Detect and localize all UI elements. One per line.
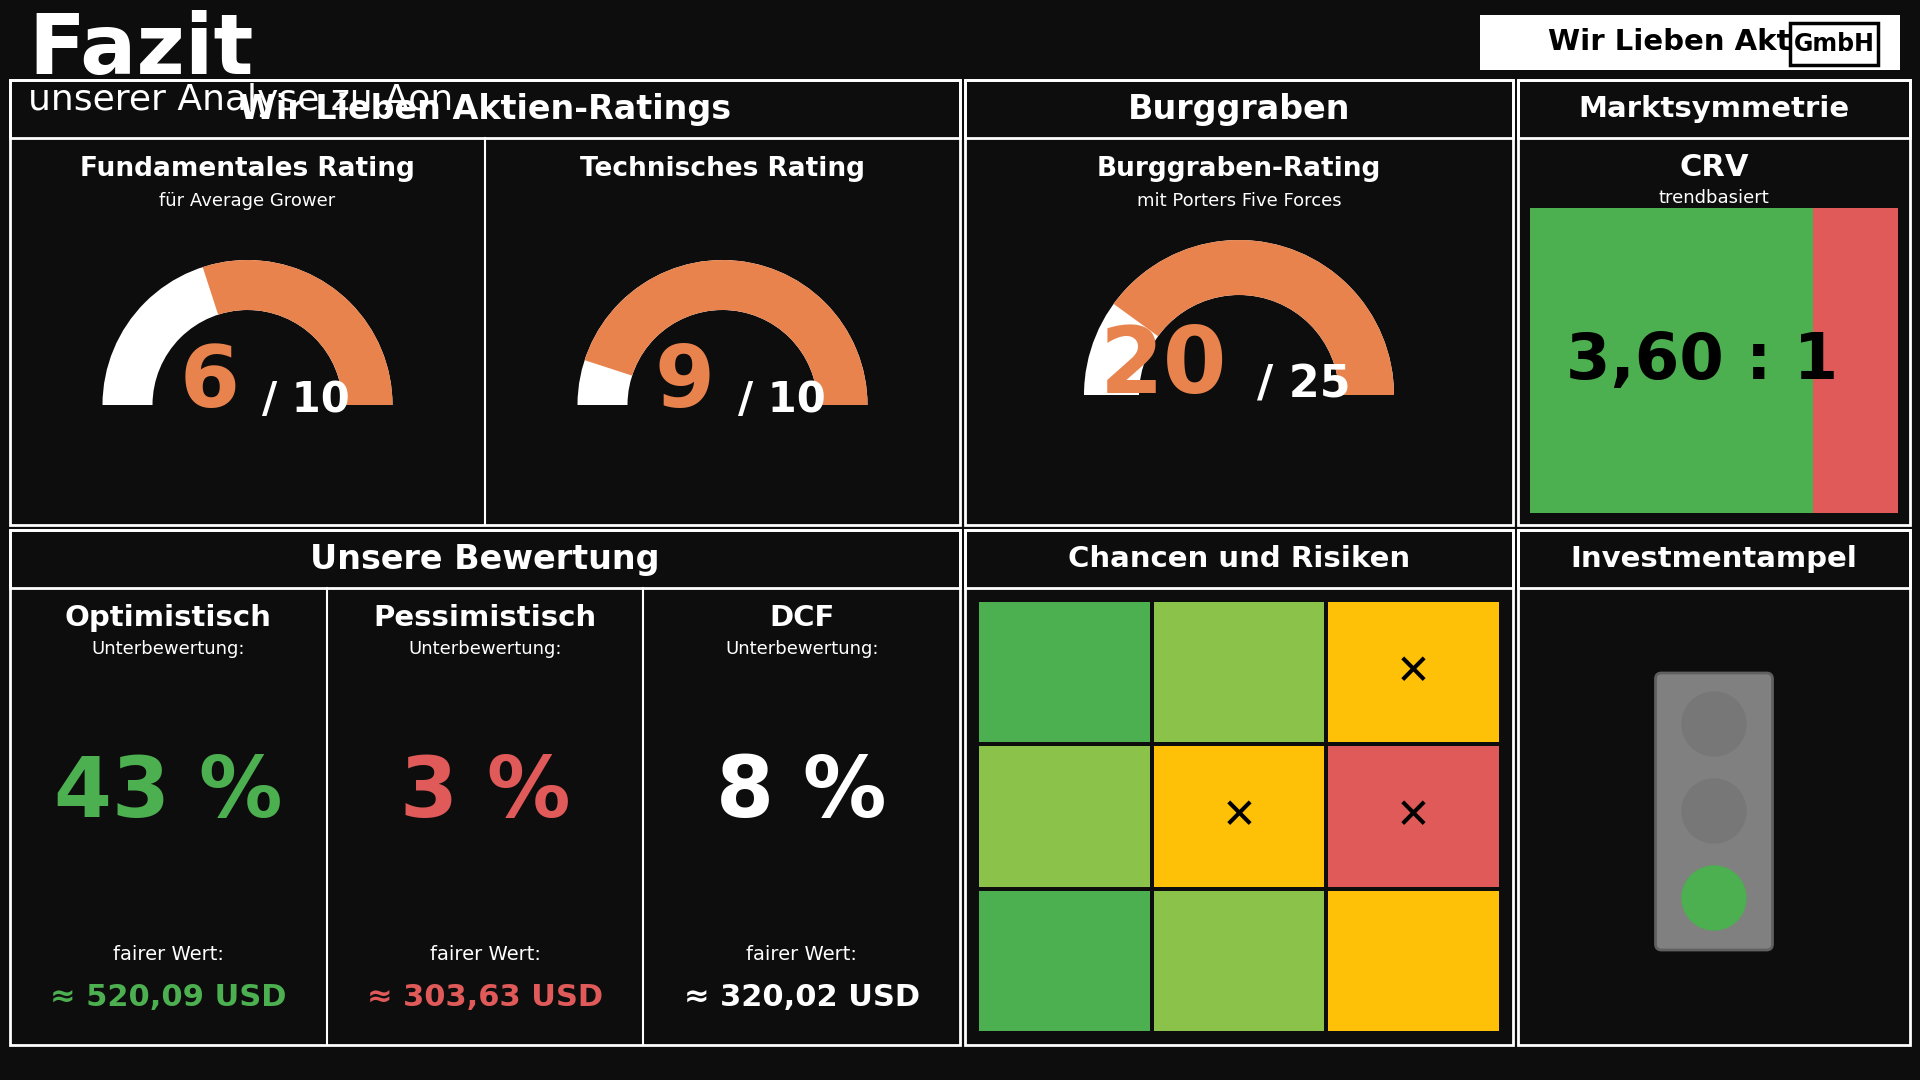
Text: 3,60 : 1: 3,60 : 1	[1567, 329, 1837, 391]
Text: ≈ 320,02 USD: ≈ 320,02 USD	[684, 983, 920, 1012]
Text: trendbasiert: trendbasiert	[1659, 189, 1770, 207]
Text: GmbH: GmbH	[1793, 32, 1874, 56]
Text: / 10: / 10	[737, 379, 826, 421]
Text: Chancen und Risiken: Chancen und Risiken	[1068, 545, 1409, 573]
FancyBboxPatch shape	[979, 602, 1150, 742]
Text: fairer Wert:: fairer Wert:	[430, 945, 540, 964]
Text: Burggraben-Rating: Burggraben-Rating	[1096, 156, 1380, 183]
Text: Fundamentales Rating: Fundamentales Rating	[81, 156, 415, 183]
Text: Wir Lieben Aktien: Wir Lieben Aktien	[1548, 28, 1841, 56]
Wedge shape	[1114, 240, 1394, 395]
Circle shape	[1682, 692, 1745, 756]
Text: Wir Lieben Aktien-Ratings: Wir Lieben Aktien-Ratings	[238, 93, 732, 125]
Text: Unsere Bewertung: Unsere Bewertung	[311, 542, 660, 576]
FancyBboxPatch shape	[1480, 15, 1901, 70]
Text: ✕: ✕	[1396, 796, 1430, 837]
Text: 3 %: 3 %	[399, 753, 570, 834]
Text: 43 %: 43 %	[54, 753, 282, 834]
Text: Unterbewertung:: Unterbewertung:	[92, 640, 246, 658]
Text: 6: 6	[179, 341, 240, 424]
Text: / 10: / 10	[263, 379, 349, 421]
Text: Pessimistisch: Pessimistisch	[372, 604, 597, 632]
FancyBboxPatch shape	[979, 746, 1150, 887]
Text: Technisches Rating: Technisches Rating	[580, 156, 866, 183]
Text: ✕: ✕	[1396, 651, 1430, 693]
Circle shape	[1682, 779, 1745, 843]
Text: CRV: CRV	[1680, 153, 1749, 183]
Text: / 25: / 25	[1258, 364, 1350, 406]
Text: Investmentampel: Investmentampel	[1571, 545, 1857, 573]
Text: ✕: ✕	[1221, 796, 1256, 837]
Text: Marktsymmetrie: Marktsymmetrie	[1578, 95, 1849, 123]
Text: mit Porters Five Forces: mit Porters Five Forces	[1137, 192, 1342, 210]
Text: Unterbewertung:: Unterbewertung:	[409, 640, 563, 658]
Wedge shape	[584, 260, 868, 405]
Text: Burggraben: Burggraben	[1127, 93, 1350, 125]
FancyBboxPatch shape	[1655, 673, 1772, 950]
Text: Fazit: Fazit	[29, 10, 253, 91]
Text: fairer Wert:: fairer Wert:	[113, 945, 225, 964]
Circle shape	[1682, 866, 1745, 930]
Text: 8 %: 8 %	[716, 753, 887, 834]
Wedge shape	[1085, 240, 1394, 395]
FancyBboxPatch shape	[1789, 23, 1878, 65]
Text: Optimistisch: Optimistisch	[65, 604, 273, 632]
FancyBboxPatch shape	[1812, 208, 1899, 513]
Text: ≈ 303,63 USD: ≈ 303,63 USD	[367, 983, 603, 1012]
FancyBboxPatch shape	[1154, 602, 1325, 742]
FancyBboxPatch shape	[1329, 891, 1500, 1031]
Wedge shape	[204, 260, 392, 405]
FancyBboxPatch shape	[979, 891, 1150, 1031]
Text: fairer Wert:: fairer Wert:	[747, 945, 856, 964]
Text: DCF: DCF	[770, 604, 835, 632]
Text: für Average Grower: für Average Grower	[159, 192, 336, 210]
FancyBboxPatch shape	[1530, 208, 1812, 513]
FancyBboxPatch shape	[1154, 746, 1325, 887]
Text: ≈ 520,09 USD: ≈ 520,09 USD	[50, 983, 286, 1012]
Text: 20: 20	[1100, 322, 1227, 411]
Text: Unterbewertung:: Unterbewertung:	[726, 640, 879, 658]
Text: 9: 9	[655, 341, 714, 424]
Wedge shape	[102, 260, 392, 405]
FancyBboxPatch shape	[1329, 746, 1500, 887]
Wedge shape	[578, 260, 868, 405]
FancyBboxPatch shape	[1154, 891, 1325, 1031]
Text: unserer Analyse zu Aon: unserer Analyse zu Aon	[29, 83, 453, 117]
FancyBboxPatch shape	[1329, 602, 1500, 742]
